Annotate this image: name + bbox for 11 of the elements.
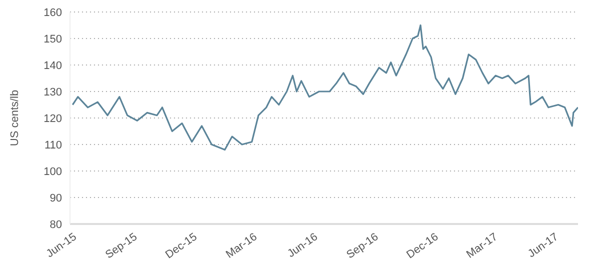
y-tick-label: 90: [50, 192, 62, 204]
y-tick-label: 140: [44, 60, 62, 72]
line-series: [72, 24, 578, 151]
y-tick-label: 80: [50, 218, 62, 231]
y-tick-label: 100: [44, 166, 62, 178]
y-tick-label: 130: [44, 86, 62, 98]
y-axis-title: US cents/lb: [8, 90, 21, 146]
y-tick-label: 160: [44, 6, 62, 19]
y-tick-label: 150: [44, 33, 62, 46]
y-tick-label: 120: [44, 112, 62, 125]
y-tick-label: 110: [44, 139, 62, 152]
